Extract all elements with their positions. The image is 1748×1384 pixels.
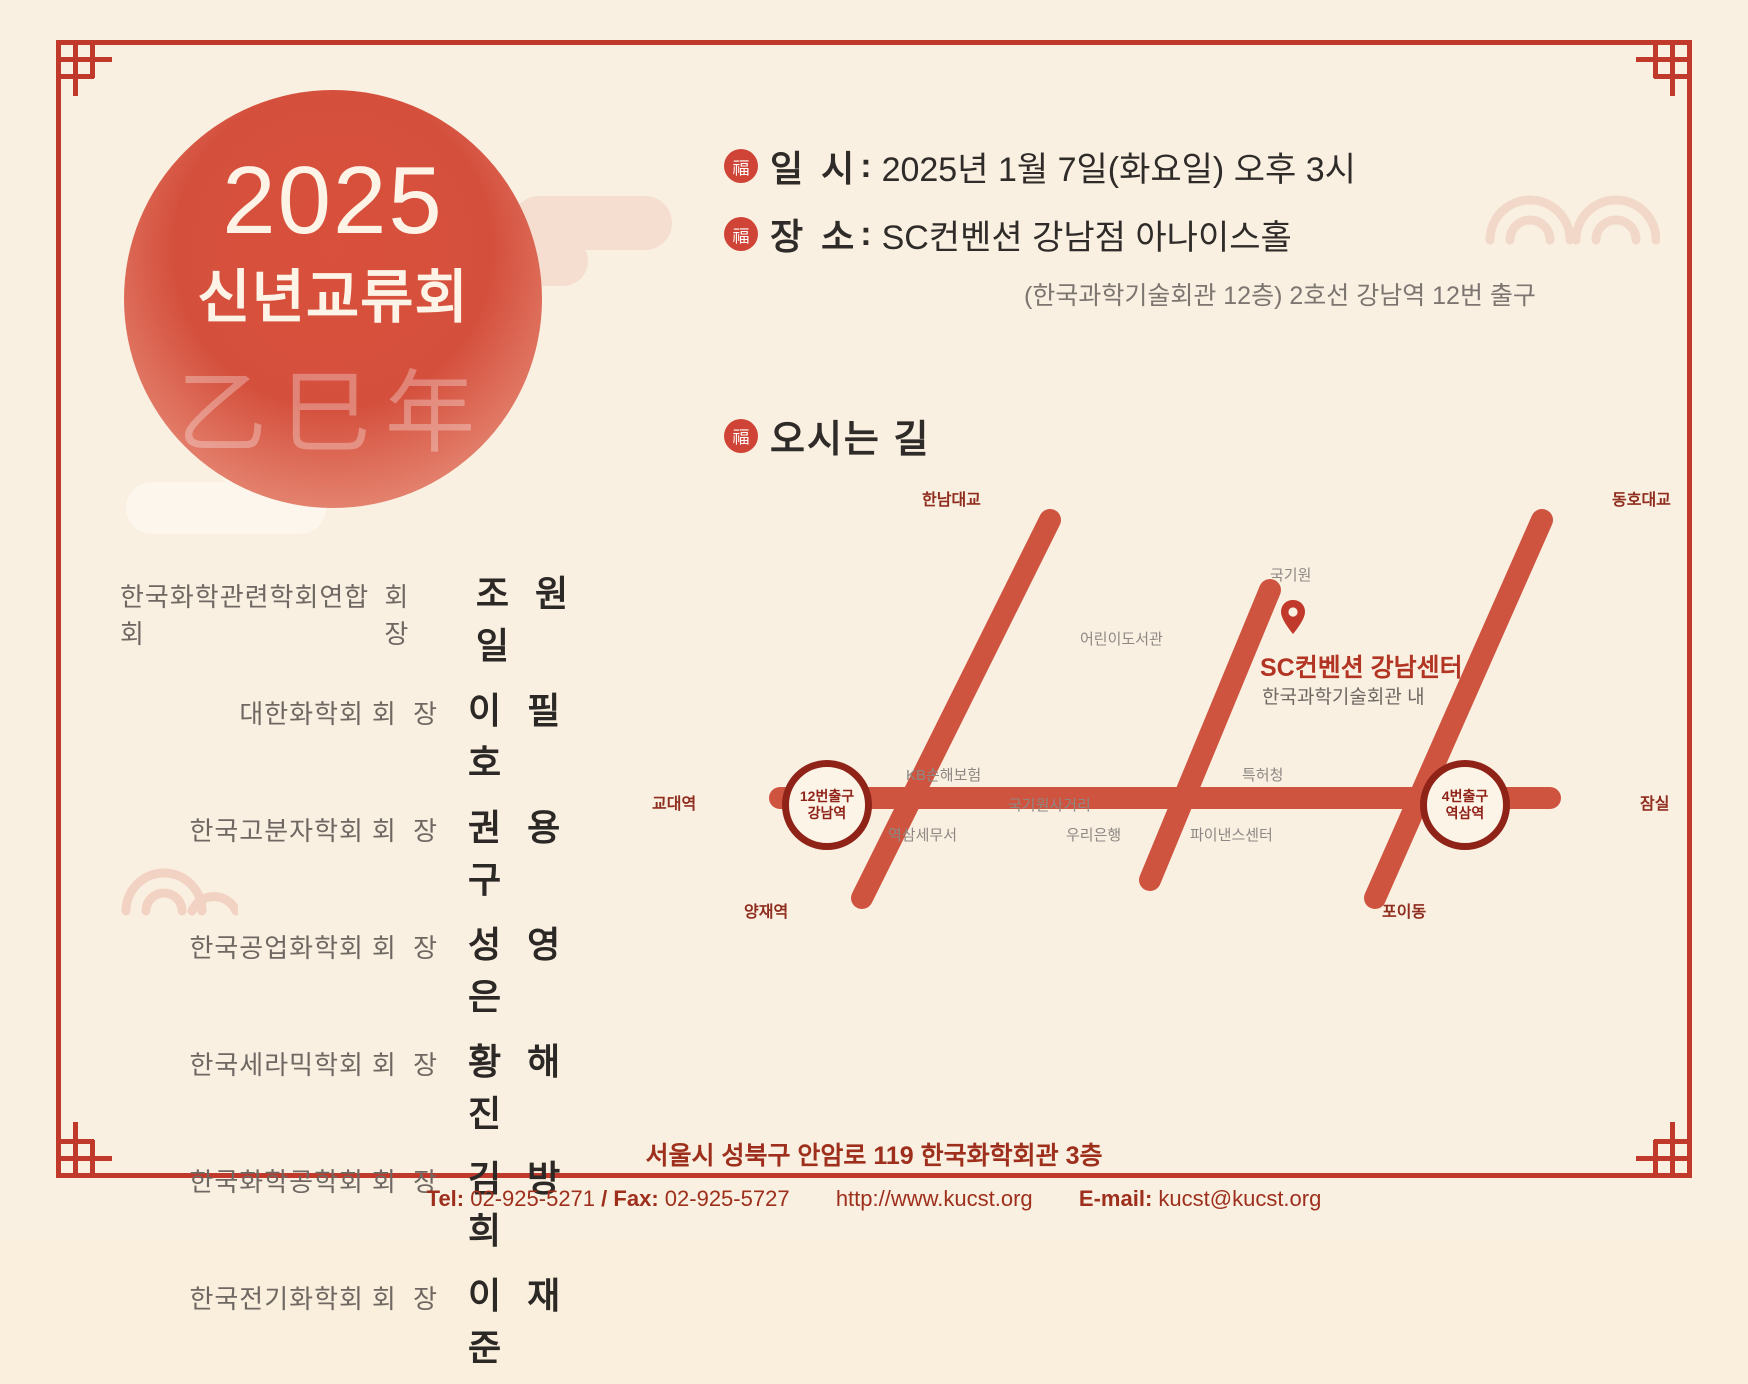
org-name: 한국전기화학회 [189, 1284, 364, 1314]
place-colon: : [860, 214, 872, 253]
org-role: 회 장 [384, 582, 414, 649]
person-name: 권 용 구 [468, 807, 569, 900]
fax-value: 02-925-5727 [664, 1186, 790, 1211]
email-value[interactable]: kucst@kucst.org [1158, 1186, 1322, 1211]
footer-address: 서울시 성북구 안암로 119 한국화학회관 3층 [645, 1142, 1103, 1170]
org-role: 회 장 [371, 699, 442, 729]
corner-ornament-top-left [56, 40, 130, 114]
map-endpoint-label: 동호대교 [1612, 492, 1671, 509]
hero-seal-circle: 2025 신년교류회 乙巳年 [124, 90, 542, 508]
poster-canvas: 2025 신년교류회 乙巳年 福 일 시 : 2025년 1월 7일(화요일) … [0, 40, 1748, 1368]
list-item: 한국고분자학회 회 장 권 용 구 [120, 799, 590, 903]
org-role: 회 장 [371, 816, 442, 846]
email-label: E-mail: [1078, 1186, 1153, 1211]
list-item: 대한화학회 회 장 이 필 호 [120, 682, 590, 786]
map-landmark-label: KB손해보험 [906, 767, 982, 784]
station-name: 역삼역 [1445, 805, 1485, 821]
station-marker-yeoksam[interactable]: 4번출구 역삼역 [1420, 760, 1510, 850]
org-role: 회 장 [371, 1167, 442, 1197]
poi-subtitle: 한국과학기술회관 내 [1262, 687, 1425, 708]
event-place-sub: (한국과학기술회관 12층) 2호선 강남역 12번 출구 [1024, 282, 1536, 310]
signatory-list: 한국화학관련학회연합회 회 장 조 원 일 대한화학회 회 장 이 필 호 한국… [120, 565, 590, 1384]
list-item: 한국전기화학회 회 장 이 재 준 [120, 1267, 590, 1371]
station-marker-gangnam[interactable]: 12번출구 강남역 [782, 760, 872, 850]
event-place-value: SC컨벤션 강남점 아나이스홀 [881, 218, 1292, 257]
directions-heading: 福 오시는 길 [724, 408, 930, 463]
map-endpoint-label: 양재역 [744, 904, 789, 921]
map-roads [769, 509, 1561, 909]
location-map: 한남대교 동호대교 교대역 잠실 양재역 포이동 국기원 어린이도서관 KB손해… [640, 480, 1700, 940]
footer-contact: Tel: 02-925-5271 / Fax: 02-925-5727 http… [0, 1186, 1748, 1212]
road-diagonal-middle [1139, 579, 1281, 891]
event-date-value: 2025년 1월 7일(화요일) 오후 3시 [881, 150, 1356, 189]
org-name: 한국고분자학회 [189, 816, 364, 846]
person-name: 성 영 은 [468, 924, 569, 1017]
person-name: 이 재 준 [468, 1275, 569, 1368]
org-name: 한국세라믹학회 [189, 1050, 364, 1080]
date-colon: : [860, 146, 872, 185]
tel-value: 02-925-5271 [470, 1186, 596, 1211]
tel-label: Tel: [426, 1186, 465, 1211]
map-landmark-label: 특허청 [1242, 767, 1284, 784]
map-endpoint-label: 교대역 [652, 796, 697, 813]
map-endpoint-label: 잠실 [1640, 796, 1670, 813]
person-name: 이 필 호 [468, 690, 569, 783]
fu-seal-icon: 福 [724, 418, 758, 453]
event-date-row: 福 일 시 : 2025년 1월 7일(화요일) 오후 3시 [724, 140, 1584, 192]
hero-year: 2025 [222, 147, 444, 254]
person-name: 조 원 일 [475, 573, 577, 666]
fax-label: Fax: [613, 1186, 659, 1211]
map-landmark-label: 우리은행 [1066, 827, 1122, 844]
org-role: 회 장 [371, 933, 442, 963]
org-name: 한국공업화학회 [189, 933, 364, 963]
map-endpoint-label: 포이동 [1382, 904, 1427, 921]
org-name: 한국화학공학회 [189, 1167, 364, 1197]
road-diagonal-right [1364, 509, 1553, 909]
footer: 서울시 성북구 안암로 119 한국화학회관 3층 Tel: 02-925-52… [0, 1136, 1748, 1212]
map-landmark-label: 파이낸스센터 [1190, 827, 1273, 844]
hero-hanja: 乙巳年 [177, 361, 489, 466]
map-landmark-label: 국기원 [1270, 567, 1312, 584]
map-endpoint-label: 한남대교 [922, 492, 981, 509]
event-place-row: 福 장 소 : SC컨벤션 강남점 아나이스홀 [724, 208, 1584, 260]
wave-arc-ornament [118, 855, 238, 917]
person-name: 황 해 진 [468, 1041, 569, 1134]
list-item: 한국세라믹학회 회 장 황 해 진 [120, 1033, 590, 1137]
event-info-block: 福 일 시 : 2025년 1월 7일(화요일) 오후 3시 福 장 소 : S… [724, 140, 1584, 312]
org-name: 한국화학관련학회연합회 [120, 582, 370, 649]
map-landmark-label: 어린이도서관 [1080, 631, 1163, 648]
station-exit: 4번출구 [1441, 787, 1489, 804]
station-name: 강남역 [807, 805, 847, 821]
event-date-label: 일 시 [770, 148, 859, 189]
list-item: 한국공업화학회 회 장 성 영 은 [120, 916, 590, 1020]
wave-arc-ornament [1480, 178, 1660, 246]
corner-ornament-top-right [1618, 40, 1692, 114]
org-role: 회 장 [371, 1284, 442, 1314]
org-name: 대한화학회 [239, 699, 364, 729]
fu-seal-icon: 福 [724, 217, 758, 251]
station-exit: 12번출구 [799, 787, 855, 804]
fu-seal-icon: 福 [724, 149, 758, 183]
website-link[interactable]: http://www.kucst.org [835, 1186, 1033, 1211]
map-landmark-label: 역삼세무서 [888, 827, 958, 844]
slash-separator: / [601, 1186, 608, 1211]
org-role: 회 장 [371, 1050, 442, 1080]
directions-label: 오시는 길 [770, 419, 931, 461]
poi-title: SC컨벤션 강남센터 [1260, 654, 1463, 682]
map-landmark-label: 국기원사거리 [1008, 797, 1091, 814]
road-diagonal-left [851, 509, 1061, 909]
hero-title: 신년교류회 [197, 265, 469, 330]
list-item: 한국화학관련학회연합회 회 장 조 원 일 [120, 565, 590, 669]
event-place-label: 장 소 [770, 216, 859, 257]
